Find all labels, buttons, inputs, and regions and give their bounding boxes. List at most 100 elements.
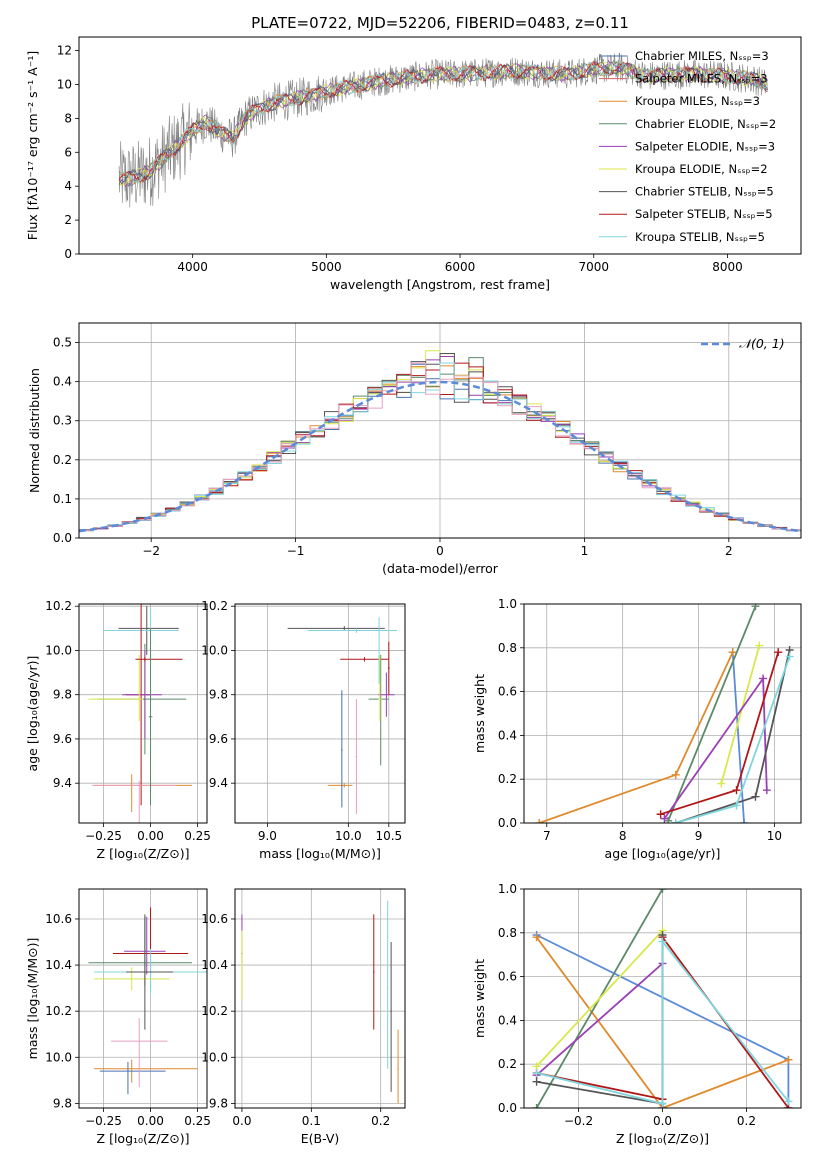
y-tick-label: 0.8 bbox=[498, 926, 517, 940]
y-tick-label: 10.4 bbox=[45, 958, 72, 972]
x-tick-label: 0.0 bbox=[653, 1114, 672, 1128]
y-tick-label: 9.8 bbox=[209, 1096, 228, 1110]
errorbar-point bbox=[397, 1029, 399, 1104]
spectrum-model-line bbox=[119, 60, 768, 185]
massweight-vs-Z-panel: −0.2 0.0 0.2 0.0 0.2 0.4 0.6 0.8 1.0 Z [log₁₀(Z/Z… bbox=[472, 882, 802, 1146]
x-tick-label: 6000 bbox=[445, 260, 476, 274]
plus-marker bbox=[784, 1097, 793, 1106]
plus-marker bbox=[732, 786, 741, 795]
y-axis-label: Flux [fλ10⁻¹⁷ erg cm⁻² s⁻¹ A⁻¹] bbox=[25, 51, 40, 240]
series-line bbox=[720, 645, 761, 784]
normal-reference-curve bbox=[79, 380, 801, 533]
y-axis-label: mass weight bbox=[472, 674, 487, 753]
legend-entry: Kroupa MILES, Nₛₛₚ=3 bbox=[635, 94, 760, 108]
x-tick-label: 0.25 bbox=[184, 829, 211, 843]
spectrum-model-line bbox=[118, 61, 768, 186]
x-tick-label: 0.00 bbox=[137, 1114, 164, 1128]
x-tick-label: 4000 bbox=[177, 260, 208, 274]
massweight-vs-Z-plot-area bbox=[532, 889, 793, 1108]
legend-entry: Salpeter MILES, Nₛₛₚ=3 bbox=[635, 72, 768, 86]
errorbar-point bbox=[388, 641, 390, 695]
y-tick-label: 10.4 bbox=[201, 958, 228, 972]
y-tick-label: 12 bbox=[57, 44, 72, 58]
y-tick-label: 9.4 bbox=[209, 776, 228, 790]
spectrum-model-line bbox=[118, 59, 768, 187]
mass-vs-ebv-plot-area bbox=[241, 900, 399, 1104]
x-tick-label: 8 bbox=[619, 829, 627, 843]
plus-marker bbox=[656, 810, 665, 819]
plus-marker bbox=[728, 648, 737, 657]
x-tick-label: 7 bbox=[543, 829, 551, 843]
legend-entry: 𝒩(0, 1) bbox=[739, 336, 785, 351]
y-tick-label: 2 bbox=[64, 213, 72, 227]
legend-entry: Chabrier ELODIE, Nₛₛₚ=2 bbox=[635, 117, 776, 131]
residuals-panel: −2 −1 0 1 2 0.0 0.1 0.2 0.3 0.4 0.5 (data-model)/er… bbox=[27, 322, 802, 576]
y-tick-label: 10.2 bbox=[45, 599, 72, 613]
y-tick-label: 9.6 bbox=[209, 732, 228, 746]
mass-weight-series bbox=[535, 648, 737, 823]
y-axis-label: mass [log₁₀(M/M⊙)] bbox=[25, 938, 40, 1060]
legend-entry: Salpeter STELIB, Nₛₛₚ=5 bbox=[635, 207, 773, 221]
y-axis-label: mass weight bbox=[472, 959, 487, 1038]
x-tick-label: 1 bbox=[581, 544, 589, 558]
errorbar-point bbox=[341, 690, 343, 808]
plus-marker bbox=[732, 801, 741, 810]
errorbar-point bbox=[378, 654, 382, 722]
x-tick-label: 0.2 bbox=[371, 1114, 390, 1128]
y-tick-label: 9.6 bbox=[53, 732, 72, 746]
age-vs-mass-panel: 9.0 10.0 10.5 9.4 9.6 9.8 10.0 10.2 mass [log₁₀(… bbox=[201, 599, 406, 861]
x-tick-label: 9.0 bbox=[258, 829, 277, 843]
y-tick-label: 0.4 bbox=[498, 1013, 517, 1027]
x-tick-label: 10.5 bbox=[375, 829, 402, 843]
y-tick-label: 10.2 bbox=[45, 1004, 72, 1018]
age-vs-mass-plot-area bbox=[287, 617, 397, 815]
y-tick-label: 6 bbox=[64, 145, 72, 159]
spectrum-plot-area bbox=[118, 52, 768, 208]
plus-marker bbox=[658, 937, 667, 946]
y-tick-label: 9.4 bbox=[53, 776, 72, 790]
series-line bbox=[536, 939, 790, 1105]
errorbar-point bbox=[111, 1018, 168, 1088]
y-tick-label: 0 bbox=[64, 247, 72, 261]
plus-marker bbox=[671, 770, 680, 779]
mass-vs-Z-axes: −0.25 0.00 0.25 9.8 10.0 10.2 10.4 10.6 Z [log₁₀… bbox=[25, 888, 211, 1146]
y-tick-label: 0.6 bbox=[498, 685, 517, 699]
axes-frame bbox=[234, 888, 406, 1109]
spectrum-legend: Chabrier MILES, Nₛₛₚ=3 Salpeter MILES, Nₛ… bbox=[599, 49, 776, 244]
legend-entry: Chabrier MILES, Nₛₛₚ=3 bbox=[635, 49, 769, 63]
mass-vs-Z-plot-area bbox=[88, 907, 207, 1095]
errorbar-point bbox=[386, 900, 389, 1069]
plus-marker bbox=[740, 819, 749, 823]
x-tick-label: −0.25 bbox=[85, 1114, 122, 1128]
errorbar-point bbox=[378, 672, 395, 717]
plus-marker bbox=[532, 1077, 541, 1086]
errorbar-point bbox=[99, 1061, 166, 1095]
x-tick-label: −2 bbox=[142, 544, 160, 558]
mass-weight-series bbox=[656, 648, 783, 819]
mass-weight-series bbox=[717, 641, 764, 788]
plus-marker bbox=[774, 648, 783, 657]
plus-marker bbox=[759, 674, 768, 683]
y-tick-label: 0.0 bbox=[498, 1101, 517, 1115]
y-axis-label: age [log₁₀(age/yr)] bbox=[25, 656, 40, 772]
y-tick-label: 9.8 bbox=[209, 688, 228, 702]
x-tick-label: 10.0 bbox=[335, 829, 362, 843]
errorbar-point bbox=[373, 914, 375, 1030]
plus-marker bbox=[717, 779, 726, 788]
plus-marker bbox=[785, 652, 794, 661]
errorbar-point bbox=[88, 654, 143, 722]
x-axis-label: Z [log₁₀(Z/Z⊙)] bbox=[97, 846, 190, 861]
plus-marker bbox=[660, 814, 669, 823]
figure-title: PLATE=0722, MJD=52206, FIBERID=0483, z=0… bbox=[251, 14, 629, 32]
massweight-vs-age-axes: 7 8 9 10 0.0 0.2 0.4 0.6 0.8 1.0 age [log₁₀(age/yr… bbox=[472, 597, 802, 861]
plus-marker bbox=[751, 604, 760, 611]
x-axis-label: Z [log₁₀(Z/Z⊙)] bbox=[97, 1131, 190, 1146]
residuals-plot-area bbox=[79, 350, 801, 533]
x-tick-label: 2 bbox=[725, 544, 733, 558]
y-tick-label: 9.8 bbox=[53, 688, 72, 702]
errorbar-point bbox=[355, 699, 358, 815]
massweight-vs-Z-axes: −0.2 0.0 0.2 0.0 0.2 0.4 0.6 0.8 1.0 Z [log₁₀(Z/Z… bbox=[472, 882, 802, 1146]
y-tick-label: 10 bbox=[57, 77, 72, 91]
y-tick-label: 0.4 bbox=[53, 375, 72, 389]
